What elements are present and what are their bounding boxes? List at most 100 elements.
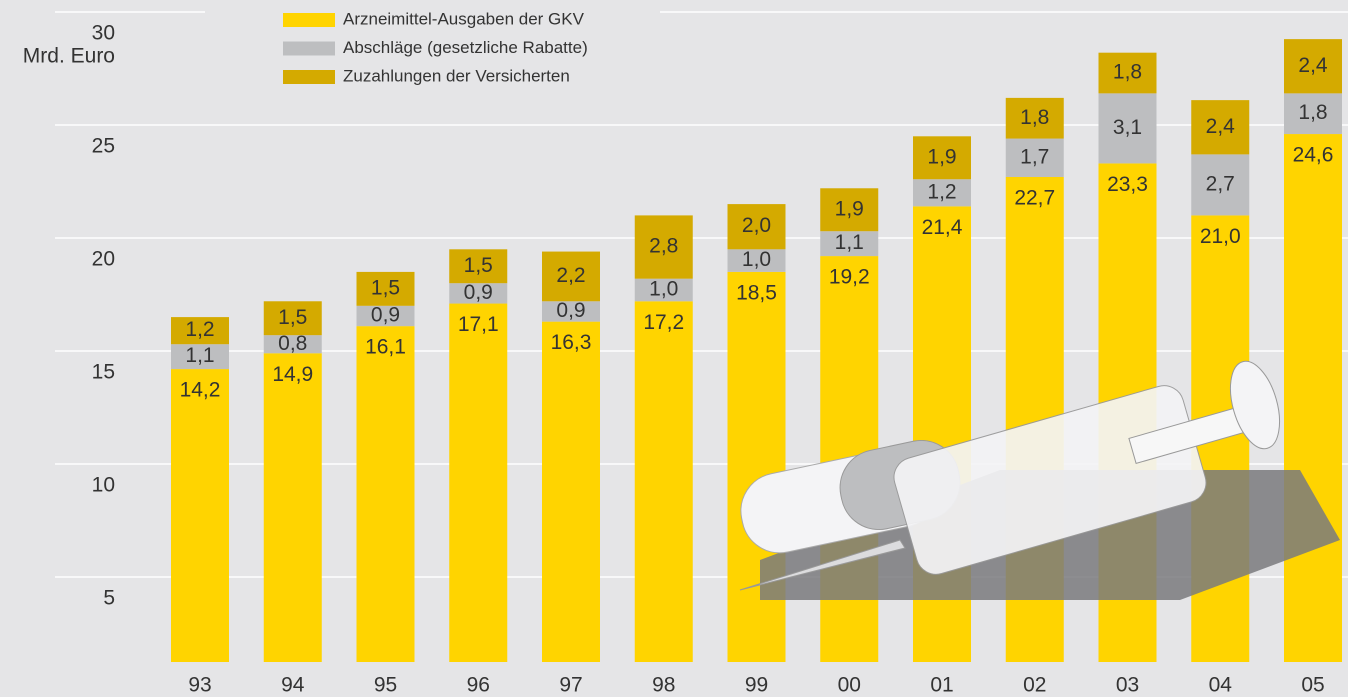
value-label: 24,6 xyxy=(1293,144,1334,167)
bar-segment xyxy=(356,271,415,306)
value-label: 21,0 xyxy=(1200,225,1241,248)
bar-segment xyxy=(727,204,786,250)
value-label: 1,2 xyxy=(185,318,214,341)
legend-label: Abschläge (gesetzliche Rabatte) xyxy=(343,38,588,57)
value-label: 0,9 xyxy=(371,304,400,327)
bar-segment xyxy=(263,353,322,690)
bar-segment xyxy=(542,301,600,322)
bar-segment xyxy=(171,344,229,370)
legend-label: Arzneimittel-Ausgaben der GKV xyxy=(343,9,585,28)
bar-segment xyxy=(1191,154,1250,216)
bar-segment xyxy=(1191,100,1250,155)
value-label: 1,9 xyxy=(927,145,956,168)
x-tick-label: 00 xyxy=(838,674,861,697)
bar-segment xyxy=(634,301,693,690)
value-label: 1,8 xyxy=(1113,61,1142,84)
bar-segment xyxy=(1284,134,1342,691)
value-label: 1,1 xyxy=(835,231,864,254)
value-label: 2,4 xyxy=(1298,54,1328,77)
value-label: 1,8 xyxy=(1020,106,1049,129)
bar-segment xyxy=(1284,93,1342,135)
value-label: 1,5 xyxy=(464,254,493,277)
value-label: 17,2 xyxy=(643,311,684,334)
value-label: 2,2 xyxy=(556,264,585,287)
bar-segment xyxy=(913,179,971,207)
value-label: 14,2 xyxy=(180,379,221,402)
bar-segment xyxy=(634,278,693,302)
bar-segment xyxy=(1005,138,1064,177)
bar-segment xyxy=(820,231,879,257)
value-label: 1,5 xyxy=(371,276,400,299)
axis-band xyxy=(0,662,1348,697)
bar-segment xyxy=(171,317,229,345)
bar-segment xyxy=(356,305,415,327)
value-label: 1,5 xyxy=(278,306,307,329)
x-tick-label: 94 xyxy=(281,674,305,697)
x-tick-label: 97 xyxy=(559,674,582,697)
value-label: 2,4 xyxy=(1206,115,1236,138)
value-label: 19,2 xyxy=(829,266,870,289)
bar-segment xyxy=(356,326,415,690)
value-label: 2,7 xyxy=(1206,172,1235,195)
bar-segment xyxy=(542,251,600,302)
illustration xyxy=(739,360,1340,600)
legend-swatch xyxy=(283,41,335,56)
bar-segment xyxy=(449,303,508,690)
bar-segment xyxy=(1284,39,1342,94)
value-label: 1,2 xyxy=(927,180,956,203)
value-label: 0,8 xyxy=(278,332,307,355)
x-tick-label: 99 xyxy=(745,674,768,697)
y-tick-label: 25 xyxy=(92,135,115,158)
value-label: 23,3 xyxy=(1107,173,1148,196)
y-tick-label: 20 xyxy=(92,248,115,271)
bar-segment xyxy=(727,249,786,272)
legend-label: Zuzahlungen der Versicherten xyxy=(343,66,570,85)
value-label: 1,0 xyxy=(742,248,771,271)
value-label: 21,4 xyxy=(922,216,963,239)
value-label: 2,0 xyxy=(742,214,771,237)
value-label: 1,0 xyxy=(649,278,678,301)
y-tick-label: 15 xyxy=(92,361,115,384)
bar-segment xyxy=(449,283,508,304)
y-tick-label: 10 xyxy=(92,474,115,497)
value-label: 1,1 xyxy=(185,344,214,367)
bar-segment xyxy=(1098,52,1157,94)
value-label: 1,9 xyxy=(835,197,864,220)
bar-segment xyxy=(171,369,229,690)
bar-segment xyxy=(913,136,971,180)
legend-swatch xyxy=(283,70,335,84)
x-tick-label: 03 xyxy=(1116,674,1139,697)
value-label: 22,7 xyxy=(1014,187,1055,210)
legend: Arzneimittel-Ausgaben der GKV Abschläge (… xyxy=(283,9,588,85)
bar-segment xyxy=(820,188,879,232)
value-label: 1,7 xyxy=(1020,145,1049,168)
value-label: 0,9 xyxy=(464,281,493,304)
bar-segment xyxy=(542,321,600,690)
bar-segment xyxy=(1098,93,1157,164)
bar-segment xyxy=(634,215,693,279)
value-label: 16,1 xyxy=(365,336,406,359)
y-tick-label: 30 xyxy=(92,22,115,45)
bar-segment xyxy=(449,249,508,284)
legend-swatch xyxy=(283,13,335,27)
value-label: 14,9 xyxy=(272,363,313,386)
x-tick-label: 01 xyxy=(930,674,953,697)
value-label: 2,8 xyxy=(649,235,678,258)
bar-segment xyxy=(1005,97,1064,139)
value-label: 16,3 xyxy=(551,331,592,354)
value-label: 17,1 xyxy=(458,313,499,336)
value-label: 3,1 xyxy=(1113,116,1142,139)
value-label: 18,5 xyxy=(736,281,777,304)
x-labels: 93 94 95 96 97 98 99 00 01 02 03 04 05 xyxy=(188,674,1324,697)
value-label: 1,8 xyxy=(1298,101,1327,124)
x-tick-label: 98 xyxy=(652,674,675,697)
x-tick-label: 96 xyxy=(467,674,490,697)
x-tick-label: 93 xyxy=(188,674,211,697)
value-label: 0,9 xyxy=(556,299,585,322)
x-tick-label: 02 xyxy=(1023,674,1046,697)
x-tick-label: 04 xyxy=(1209,674,1233,697)
bar-segment xyxy=(1191,215,1250,690)
y-tick-label: 5 xyxy=(103,587,115,610)
bar-segment xyxy=(263,301,322,336)
